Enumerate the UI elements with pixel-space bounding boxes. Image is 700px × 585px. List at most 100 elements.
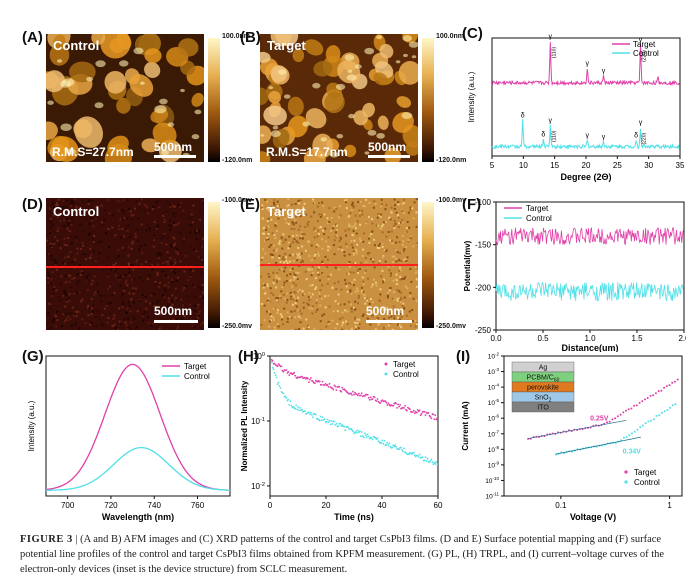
kpfm-pixel [54, 261, 57, 264]
kpfm-pixel [128, 326, 131, 329]
kpfm-pixel [73, 277, 76, 280]
kpfm-pixel [390, 315, 393, 318]
kpfm-pixel [409, 292, 412, 295]
sclc-point [606, 421, 608, 424]
kpfm-pixel [127, 224, 130, 227]
kpfm-pixel [281, 211, 284, 214]
kpfm-pixel [126, 217, 129, 220]
kpfm-pixel [356, 243, 359, 246]
kpfm-pixel [201, 283, 204, 286]
kpfm-pixel [332, 243, 335, 246]
kpfm-pixel [59, 205, 62, 208]
kpfm-pixel [81, 241, 84, 244]
kpfm-pixel [289, 268, 292, 271]
plot-frame [45, 355, 231, 497]
kpfm-pixel [119, 276, 122, 279]
device-layer [511, 401, 575, 413]
kpfm-pixel [67, 315, 70, 318]
afm-grain-highlight [346, 74, 357, 81]
kpfm-pixel [396, 299, 399, 302]
kpfm-pixel [272, 307, 275, 310]
kpfm-pixel [382, 308, 385, 311]
sclc-point [633, 404, 636, 407]
kpfm-pixel [126, 199, 129, 202]
kpfm-pixel [394, 241, 397, 244]
kpfm-pixel [329, 246, 332, 249]
kpfm-pixel [267, 310, 270, 313]
kpfm-pixel [352, 251, 355, 254]
kpfm-pixel [352, 271, 355, 274]
kpfm-pixel [128, 236, 131, 239]
kpfm-pixel [354, 248, 357, 251]
kpfm-pixel [118, 278, 121, 281]
kpfm-pixel [67, 261, 70, 264]
kpfm-pixel [329, 273, 332, 276]
kpfm-pixel [263, 239, 266, 242]
kpfm-pixel [55, 289, 58, 292]
afm-grain-highlight [56, 59, 63, 63]
kpfm-pixel [399, 259, 402, 262]
kpfm-pixel [117, 255, 120, 258]
kpfm-pixel [267, 297, 270, 300]
trpl-point [275, 376, 278, 379]
kpfm-pixel [295, 328, 298, 330]
afm-grain-highlight [139, 81, 145, 85]
kpfm-pixel [304, 270, 307, 273]
kpfm-pixel [60, 275, 63, 278]
kpfm-pixel [325, 240, 328, 243]
trpl-point [418, 409, 421, 412]
kpfm-pixel [107, 198, 110, 201]
kpfm-pixel [339, 205, 342, 208]
kpfm-pixel [294, 291, 297, 294]
kpfm-pixel [82, 213, 85, 216]
kpfm-pixel [379, 293, 382, 296]
trpl-point [398, 405, 400, 408]
kpfm-pixel [191, 215, 194, 218]
kpfm-pixel [290, 316, 293, 319]
kpfm-pixel [62, 206, 65, 209]
potential-legend-label: Control [526, 214, 552, 223]
panel-c-letter: (C) [462, 25, 483, 42]
kpfm-pixel [140, 263, 143, 266]
kpfm-pixel [135, 326, 138, 329]
potential-x-axis-label: Distance(um) [561, 343, 618, 352]
kpfm-pixel [307, 240, 310, 243]
kpfm-target-cbar-bottom: -250.0mv [436, 323, 466, 330]
kpfm-pixel [62, 200, 65, 203]
kpfm-pixel [301, 290, 304, 293]
kpfm-pixel [176, 248, 179, 251]
afm-grain-highlight [161, 149, 170, 156]
trpl-point [297, 406, 299, 408]
potential-y-tick-label: -250 [475, 326, 492, 335]
kpfm-pixel [389, 239, 392, 242]
trpl-point [362, 436, 365, 439]
kpfm-pixel [311, 307, 314, 310]
afm-grain-highlight [367, 129, 377, 136]
kpfm-pixel [313, 229, 316, 232]
afm-target-image: Target R.M.S=17.7nm 500nm [260, 34, 418, 162]
kpfm-pixel [289, 279, 292, 282]
kpfm-pixel [309, 284, 312, 287]
afm-grain [51, 136, 79, 162]
kpfm-pixel [296, 259, 299, 262]
kpfm-pixel [167, 285, 170, 288]
sclc-point [639, 426, 642, 429]
kpfm-pixel [146, 278, 149, 281]
kpfm-pixel [156, 271, 159, 274]
kpfm-pixel [167, 263, 170, 266]
kpfm-pixel [69, 251, 72, 254]
afm-control-scale-label: 500nm [154, 140, 193, 154]
kpfm-pixel [292, 241, 295, 244]
trpl-point [339, 422, 342, 425]
kpfm-pixel [395, 211, 398, 214]
kpfm-pixel [297, 200, 300, 203]
kpfm-pixel [49, 245, 52, 248]
kpfm-pixel [78, 291, 81, 294]
kpfm-pixel [68, 219, 71, 222]
kpfm-pixel [53, 286, 56, 289]
trpl-point [307, 377, 309, 380]
kpfm-pixel [291, 203, 294, 206]
kpfm-pixel [398, 240, 401, 243]
